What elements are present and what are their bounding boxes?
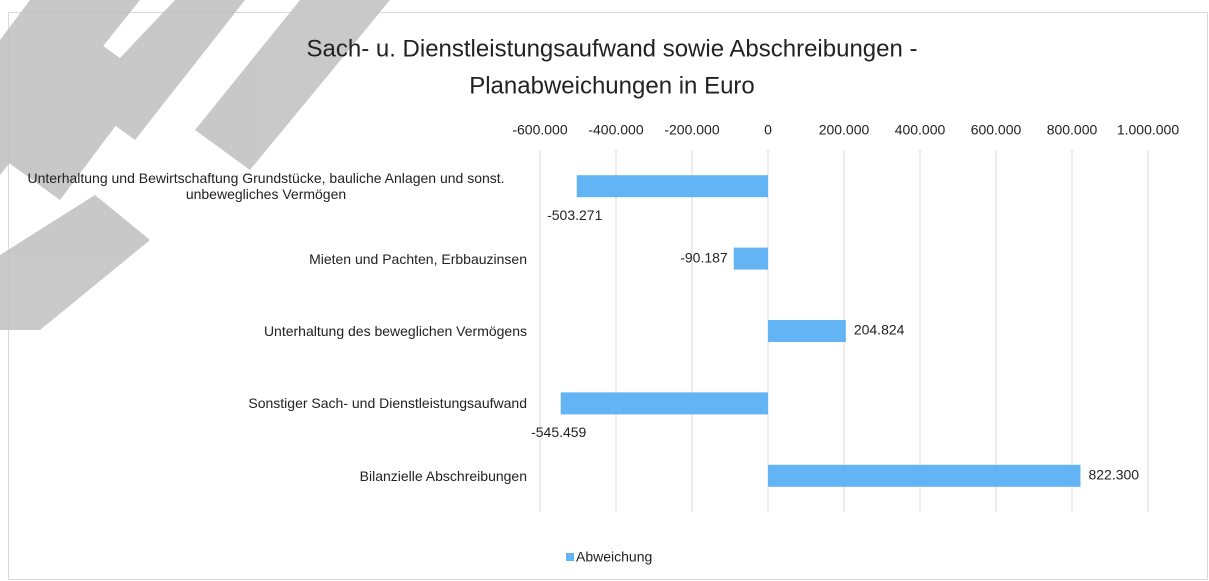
bar <box>768 320 846 342</box>
x-tick-label: 200.000 <box>819 122 870 138</box>
bar <box>560 392 768 415</box>
bar <box>576 175 768 198</box>
bar <box>733 247 768 270</box>
x-tick-label: -600.000 <box>512 122 567 138</box>
x-tick-label: -200.000 <box>664 122 719 138</box>
data-label: -90.187 <box>680 249 728 265</box>
watermark <box>0 0 390 330</box>
x-tick-label: 1.000.000 <box>1117 122 1179 138</box>
y-tick-label-box: Mieten und Pachten, Erbbauzinsen <box>5 234 527 284</box>
data-label: 822.300 <box>1088 467 1139 483</box>
y-tick-label: Unterhaltung und Bewirtschaftung Grundst… <box>27 170 505 203</box>
y-tick-label: Unterhaltung des beweglichen Vermögens <box>263 323 527 339</box>
x-tick-label: -400.000 <box>588 122 643 138</box>
y-tick-label-box: Unterhaltung und Bewirtschaftung Grundst… <box>5 161 527 211</box>
chart-title: Sach- u. Dienstleistungsaufwand sowie Ab… <box>306 35 917 62</box>
y-tick-label: Sonstiger Sach- und Dienstleistungsaufwa… <box>248 395 527 412</box>
data-label: -545.459 <box>531 424 586 440</box>
y-tick-label-box: Unterhaltung des beweglichen Vermögens <box>5 306 527 356</box>
x-tick-label: 600.000 <box>971 122 1022 138</box>
legend-swatch <box>566 553 574 561</box>
data-label: 204.824 <box>854 322 905 338</box>
chart-title: Planabweichungen in Euro <box>469 72 755 99</box>
data-label: -503.271 <box>547 207 602 223</box>
y-tick-label: Bilanzielle Abschreibungen <box>359 467 527 484</box>
x-tick-label: 800.000 <box>1047 122 1098 138</box>
y-tick-label-box: Sonstiger Sach- und Dienstleistungsaufwa… <box>5 378 527 428</box>
bar <box>768 464 1081 487</box>
y-tick-label-box: Bilanzielle Abschreibungen <box>5 451 527 501</box>
legend-label: Abweichung <box>576 549 652 565</box>
y-tick-label: Mieten und Pachten, Erbbauzinsen <box>309 250 527 267</box>
x-tick-label: 0 <box>764 122 772 138</box>
x-tick-label: 400.000 <box>895 122 946 138</box>
